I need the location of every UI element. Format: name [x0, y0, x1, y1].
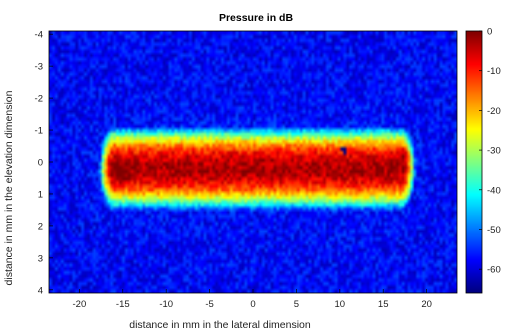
colorbar: 0 -10 -20 -30 -40 -50 -60: [465, 27, 501, 294]
colorbar-tick-label: -10: [487, 66, 501, 77]
x-tick-label: 15: [378, 299, 389, 310]
y-tick-label: -1: [35, 126, 43, 137]
colorbar-tick-label: -20: [487, 106, 501, 117]
x-tick-label: 0: [250, 299, 255, 310]
chart-title: Pressure in dB: [219, 12, 294, 24]
colorbar-tick-label: -60: [487, 265, 501, 276]
x-tick-label: 5: [294, 299, 299, 310]
y-tick-label: 3: [38, 253, 43, 264]
colorbar-gradient: [466, 31, 482, 293]
x-axis-label: distance in mm in the lateral dimension: [129, 319, 311, 331]
y-tick-label: 0: [38, 158, 43, 169]
x-tick-label: 20: [421, 299, 432, 310]
y-tick-label: -4: [35, 30, 43, 41]
y-axis: -4 -3 -2 -1 0 1 2 3 4: [35, 30, 53, 296]
y-tick-label: 4: [38, 285, 43, 296]
y-tick-label: -2: [35, 94, 43, 105]
y-axis-label: distance in mm in the elevation dimensio…: [3, 90, 15, 285]
x-axis: -20 -15 -10 -5 0 5 10 15 20: [73, 289, 432, 310]
heatmap-plot: [48, 30, 458, 294]
colorbar-frame: [465, 30, 483, 294]
colorbar-tick-label: -40: [487, 185, 501, 196]
colorbar-ticks: 0 -10 -20 -30 -40 -50 -60: [479, 27, 501, 276]
y-tick-label: -3: [35, 62, 43, 73]
y-tick-label: 1: [38, 189, 43, 200]
heatmap-image: [49, 31, 457, 293]
x-tick-label: -5: [205, 299, 213, 310]
x-tick-label: 10: [335, 299, 346, 310]
colorbar-tick-label: 0: [487, 27, 492, 38]
x-tick-label: -10: [159, 299, 173, 310]
x-tick-label: -15: [116, 299, 130, 310]
x-tick-label: -20: [73, 299, 87, 310]
colorbar-tick-label: -50: [487, 225, 501, 236]
colorbar-tick-label: -30: [487, 146, 501, 157]
y-tick-label: 2: [38, 221, 43, 232]
